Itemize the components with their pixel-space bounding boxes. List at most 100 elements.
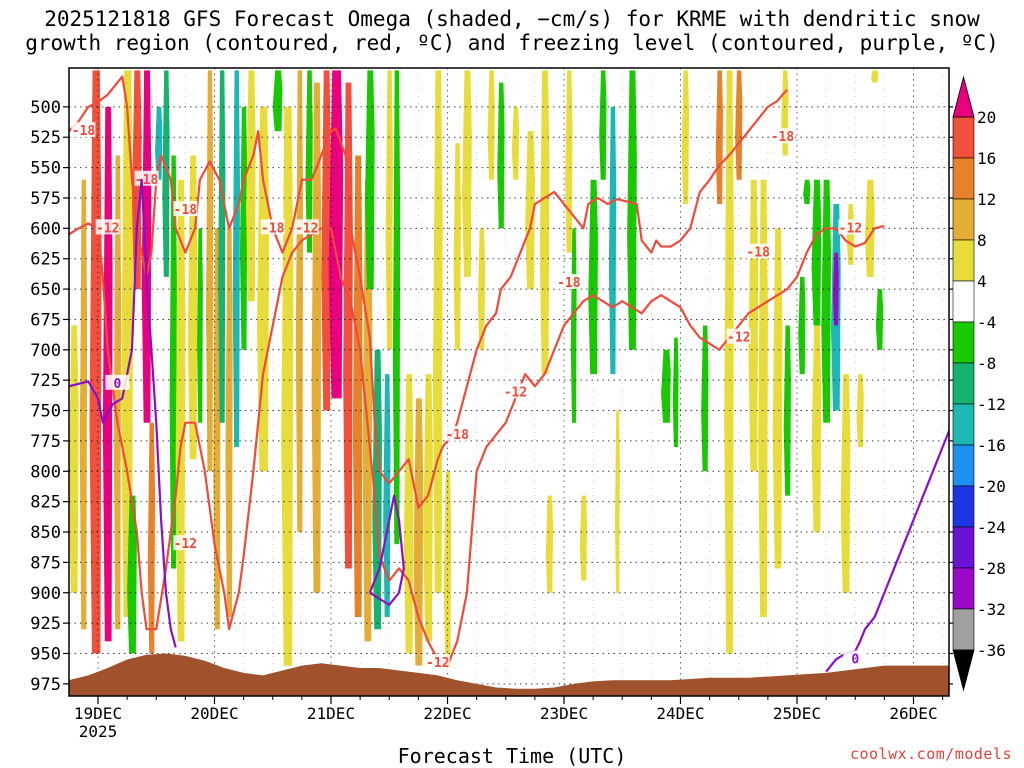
y-tick-label: 825 xyxy=(30,493,61,513)
freezing-0-line xyxy=(69,178,177,648)
colorbar-segment xyxy=(952,116,975,159)
colorbar-min-triangle xyxy=(952,649,975,692)
omega-band xyxy=(477,228,486,350)
omega-band xyxy=(102,106,113,642)
omega-band xyxy=(169,155,177,569)
omega-band xyxy=(735,70,743,180)
omega-band xyxy=(539,70,550,375)
dgz-minus18-label: -18 xyxy=(72,124,96,139)
freezing-0-east-label: 0 xyxy=(851,653,859,668)
contour-label-bg xyxy=(173,535,198,551)
freezing-0-east-line xyxy=(825,428,949,673)
x-tick-label: 20DEC xyxy=(190,704,238,723)
colorbar-label: -24 xyxy=(977,518,1006,537)
colorbar-label: -36 xyxy=(977,641,1006,660)
omega-band xyxy=(162,70,170,277)
omega-band xyxy=(197,228,203,423)
omega-band xyxy=(423,374,433,642)
dgz-minus18-line xyxy=(69,75,789,509)
dgz-minus18-label: -18 xyxy=(771,130,795,145)
colorbar-label: -28 xyxy=(977,559,1006,578)
contour-label-bg xyxy=(95,219,120,235)
chart-title-line-1: 2025121818 GFS Forecast Omega (shaded, −… xyxy=(44,7,980,31)
x-tick-label: 22DEC xyxy=(423,704,471,723)
omega-band xyxy=(811,325,822,533)
y-tick-label: 625 xyxy=(30,250,61,270)
omega-band xyxy=(403,374,414,654)
omega-band xyxy=(453,143,461,350)
omega-band xyxy=(218,70,226,423)
freezing-0-label: 0 xyxy=(114,377,122,392)
omega-band xyxy=(232,70,240,447)
dgz-minus12-line xyxy=(69,222,885,667)
omega-band xyxy=(846,204,855,265)
omega-band xyxy=(840,374,851,593)
omega-band xyxy=(821,179,831,423)
omega-band xyxy=(246,70,256,302)
omega-band xyxy=(525,131,535,290)
x-tick-label: 21DEC xyxy=(307,704,355,723)
omega-band xyxy=(724,70,734,654)
contour-label-bg xyxy=(173,201,198,217)
colorbar-segment xyxy=(952,362,975,405)
omega-band xyxy=(383,374,391,618)
colorbar-segment xyxy=(952,567,975,610)
omega-band xyxy=(147,422,156,654)
omega-band xyxy=(392,70,401,545)
omega-band xyxy=(758,179,768,618)
plot-frame xyxy=(68,67,950,697)
omega-band xyxy=(413,398,424,666)
contour-layer: -18 -18 -18 -18 -18 -18 -18 -18 -12 -12 -12 -12 -12 -… xyxy=(69,75,949,673)
y-tick-label: 550 xyxy=(30,159,61,179)
colorbar-segment xyxy=(952,608,975,651)
omega-band xyxy=(545,495,554,593)
x-tick-label: 23DEC xyxy=(540,704,588,723)
omega-band xyxy=(783,325,791,496)
x-tick-label: 26DEC xyxy=(889,704,937,723)
colorbar-label: -16 xyxy=(977,436,1006,455)
contour-label-bg xyxy=(556,274,581,290)
contour-label-bg xyxy=(838,219,863,235)
colorbar-segment xyxy=(952,526,975,569)
omega-band xyxy=(599,70,607,180)
y-tick-label: 700 xyxy=(30,341,61,361)
y-tick-label: 800 xyxy=(30,462,61,482)
colorbar-segment xyxy=(952,280,975,323)
colorbar-max-triangle xyxy=(952,75,975,118)
contour-label-bg xyxy=(260,219,285,235)
omega-band xyxy=(432,70,443,593)
omega-band xyxy=(141,70,152,423)
contour-label-bg xyxy=(445,425,470,441)
y-tick-label: 925 xyxy=(30,614,61,634)
colorbar-label: 16 xyxy=(977,149,996,168)
omega-band xyxy=(487,70,495,180)
y-tick-label: 500 xyxy=(30,98,61,118)
x-tick-label: 24DEC xyxy=(656,704,704,723)
contour-label-bg xyxy=(425,654,450,670)
dgz-minus12-label: -12 xyxy=(504,385,527,400)
omega-band xyxy=(811,179,822,326)
colorbar-label: 4 xyxy=(977,272,987,291)
gridlines xyxy=(69,68,949,696)
omega-band xyxy=(225,228,233,618)
colorbar-label: -4 xyxy=(977,313,996,332)
contour-label-bg xyxy=(294,219,319,235)
x-tick-label: 25DEC xyxy=(773,704,821,723)
dgz-minus12-label: -12 xyxy=(839,221,862,236)
colorbar-label: 20 xyxy=(977,108,996,127)
omega-band xyxy=(187,155,198,460)
colorbar-label: -20 xyxy=(977,477,1006,496)
contour-label-bg xyxy=(726,328,751,344)
y-tick-label: 975 xyxy=(30,675,61,695)
colorbar-segment xyxy=(952,444,975,487)
omega-band xyxy=(875,289,884,350)
omega-band xyxy=(772,228,783,569)
contour-label-bg xyxy=(770,128,795,144)
dgz-minus18-label: -18 xyxy=(135,173,159,188)
omega-band xyxy=(127,495,137,654)
omega-band xyxy=(588,179,598,375)
colorbar-segment xyxy=(952,198,975,241)
omega-band xyxy=(321,70,331,411)
omega-band xyxy=(672,337,679,447)
